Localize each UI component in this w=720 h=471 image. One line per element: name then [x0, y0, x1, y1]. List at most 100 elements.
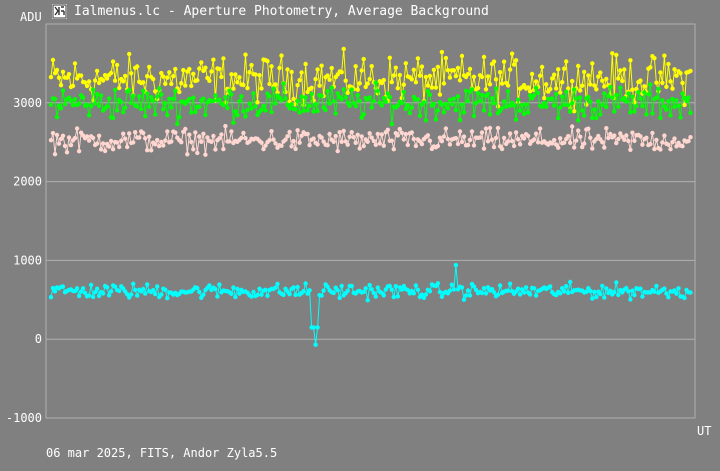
data-point: [531, 137, 537, 142]
data-point: [349, 87, 354, 92]
data-point: [54, 114, 60, 120]
data-point: [662, 286, 667, 291]
data-point: [117, 85, 122, 91]
data-point: [129, 71, 134, 76]
data-point: [399, 287, 404, 292]
data-point: [535, 140, 541, 145]
data-point: [562, 102, 567, 108]
data-point: [417, 73, 423, 78]
data-point: [544, 104, 549, 109]
data-point: [82, 290, 88, 296]
data-point: [491, 144, 497, 150]
data-point: [261, 103, 266, 109]
data-point: [243, 114, 248, 119]
data-point: [660, 80, 665, 86]
data-point: [513, 117, 519, 122]
data-point: [652, 56, 657, 61]
data-point: [578, 134, 583, 139]
data-point: [397, 126, 402, 132]
data-point: [345, 142, 350, 147]
data-point: [590, 296, 595, 301]
data-point: [299, 133, 304, 138]
data-point: [572, 87, 577, 92]
data-point: [54, 67, 60, 73]
data-point: [94, 68, 100, 74]
data-point: [145, 148, 150, 153]
data-point: [491, 59, 497, 64]
data-point: [259, 140, 264, 145]
data-point: [329, 85, 334, 90]
data-point: [241, 130, 246, 136]
data-point: [507, 281, 513, 286]
data-point: [616, 292, 621, 298]
data-point: [630, 130, 635, 135]
data-point: [255, 100, 260, 105]
y-tick-label: 3000: [13, 96, 42, 110]
data-point: [415, 56, 421, 61]
data-point: [427, 73, 433, 79]
data-point: [437, 135, 443, 140]
data-point: [395, 133, 400, 138]
data-point: [658, 147, 663, 152]
data-point: [674, 98, 679, 103]
data-point: [628, 58, 633, 63]
data-point: [279, 143, 284, 148]
data-point: [419, 64, 425, 69]
data-point: [94, 286, 100, 291]
fits-icon[interactable]: [52, 4, 67, 19]
data-point: [501, 99, 507, 104]
series-1: [48, 46, 693, 114]
data-point: [648, 141, 653, 147]
data-point: [319, 293, 324, 298]
data-point: [678, 71, 683, 76]
data-point: [80, 95, 86, 100]
data-point: [84, 134, 90, 139]
data-point: [305, 291, 310, 296]
data-point: [461, 297, 467, 302]
data-point: [291, 138, 296, 144]
data-point: [283, 96, 288, 101]
data-point: [215, 294, 220, 299]
data-point: [233, 109, 238, 114]
data-point: [285, 134, 290, 139]
data-point: [600, 78, 605, 83]
data-point: [155, 94, 160, 99]
data-point: [688, 135, 693, 140]
data-point: [588, 99, 593, 104]
data-point: [554, 86, 559, 91]
data-point: [171, 74, 176, 79]
data-point: [361, 289, 366, 295]
data-point: [153, 112, 158, 117]
data-point: [441, 81, 447, 86]
data-point: [477, 135, 483, 140]
data-point: [604, 126, 609, 131]
data-point: [249, 106, 254, 111]
data-point: [98, 147, 104, 152]
data-point: [335, 148, 340, 154]
data-point: [50, 57, 56, 63]
data-point: [580, 108, 585, 113]
data-point: [610, 95, 615, 100]
data-point: [151, 288, 156, 293]
data-point: [435, 143, 441, 149]
data-point: [672, 104, 677, 110]
data-point: [327, 77, 332, 83]
data-point: [64, 75, 70, 80]
data-point: [662, 133, 667, 138]
data-point: [529, 71, 535, 77]
data-point: [341, 128, 346, 134]
data-point: [141, 130, 146, 136]
data-point: [66, 135, 72, 140]
data-point: [544, 82, 549, 87]
data-point: [485, 74, 491, 79]
data-point: [461, 134, 467, 139]
data-point: [487, 125, 493, 131]
data-point: [76, 149, 82, 154]
data-point: [381, 95, 386, 101]
data-point: [245, 107, 250, 113]
series-4: [48, 262, 693, 347]
data-point: [153, 142, 158, 147]
data-point: [173, 66, 178, 72]
data-point: [161, 107, 166, 112]
data-point: [451, 96, 457, 101]
